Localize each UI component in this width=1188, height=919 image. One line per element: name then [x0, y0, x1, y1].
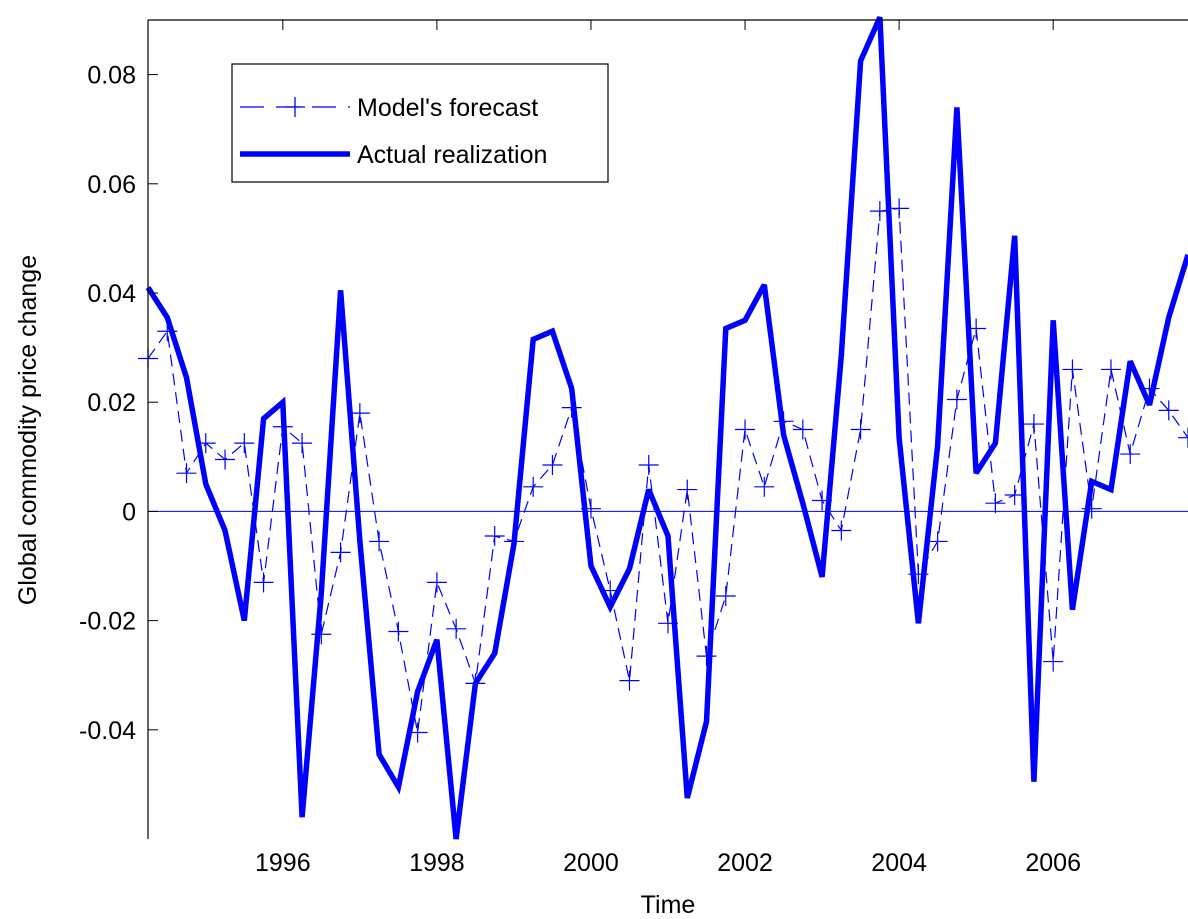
forecast-point — [426, 572, 447, 593]
forecast-point — [369, 531, 390, 552]
y-tick-label: 0 — [122, 498, 136, 526]
x-tick-label: 2002 — [717, 849, 773, 877]
forecast-point — [292, 433, 313, 454]
forecast-point — [1178, 427, 1188, 448]
forecast-point — [754, 476, 775, 497]
forecast-point — [1100, 359, 1121, 380]
forecast-point — [253, 572, 274, 593]
forecast-point — [446, 618, 467, 639]
y-tick-label: 0.04 — [87, 280, 136, 308]
forecast-point — [215, 449, 236, 470]
forecast-point — [1158, 400, 1179, 421]
forecast-point — [1043, 651, 1064, 672]
forecast-point — [484, 525, 505, 546]
x-tick-label: 2004 — [871, 849, 927, 877]
forecast-point — [677, 479, 698, 500]
axes-layer — [147, 19, 1188, 839]
y-tick-label: 0.08 — [87, 62, 136, 90]
forecast-point — [638, 454, 659, 475]
y-axis-label: Global commodity price change — [14, 255, 42, 605]
forecast-point — [985, 493, 1006, 514]
forecast-point — [349, 403, 370, 424]
forecast-point — [388, 621, 409, 642]
legend-label-forecast: Model's forecast — [357, 94, 538, 122]
forecast-point — [850, 419, 871, 440]
forecast-point — [946, 389, 967, 410]
forecast-point — [792, 419, 813, 440]
x-axis-ticks: 1996 1998 2000 2002 2004 2006 — [255, 20, 1081, 877]
x-axis-label: Time — [641, 891, 696, 919]
legend-label-actual: Actual realization — [357, 141, 547, 169]
forecast-point — [523, 476, 544, 497]
forecast-point — [927, 531, 948, 552]
actual-line — [145, 16, 1188, 840]
legend-box — [231, 63, 609, 183]
x-tick-label: 1996 — [255, 849, 311, 877]
y-tick-label: 0.02 — [87, 389, 136, 417]
forecast-point — [889, 198, 910, 219]
x-tick-label: 1998 — [409, 849, 465, 877]
x-tick-label: 2006 — [1025, 849, 1081, 877]
forecast-point — [1120, 444, 1141, 465]
forecast-point — [176, 463, 197, 484]
forecast-point — [1062, 359, 1083, 380]
forecast-point — [696, 646, 717, 667]
y-tick-label: -0.04 — [79, 717, 136, 745]
y-tick-label: -0.02 — [79, 608, 136, 636]
forecast-point — [619, 670, 640, 691]
forecast-point — [1023, 414, 1044, 435]
forecast-point — [715, 586, 736, 607]
forecast-point — [831, 520, 852, 541]
forecast-point — [330, 542, 351, 563]
forecast-point — [542, 454, 563, 475]
legend: Model's forecast Actual realization — [231, 63, 609, 183]
y-tick-label: 0.06 — [87, 171, 136, 199]
x-tick-label: 2000 — [563, 849, 619, 877]
forecast-point — [311, 624, 332, 645]
y-axis-ticks: -0.04 -0.02 0 0.02 0.04 0.06 0.08 — [79, 62, 158, 745]
forecast-point — [735, 419, 756, 440]
series-layer — [138, 16, 1188, 840]
forecast-point — [234, 433, 255, 454]
